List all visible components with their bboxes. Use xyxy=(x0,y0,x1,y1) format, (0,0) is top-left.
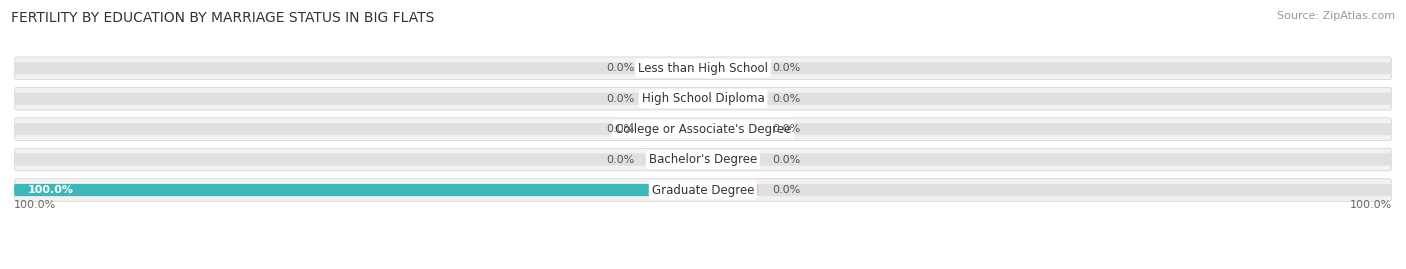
Text: Graduate Degree: Graduate Degree xyxy=(652,183,754,197)
FancyBboxPatch shape xyxy=(703,93,1392,105)
FancyBboxPatch shape xyxy=(703,154,1392,166)
FancyBboxPatch shape xyxy=(14,154,703,166)
Text: 0.0%: 0.0% xyxy=(606,94,634,104)
FancyBboxPatch shape xyxy=(14,123,703,135)
FancyBboxPatch shape xyxy=(648,62,703,74)
FancyBboxPatch shape xyxy=(14,184,703,196)
Text: College or Associate's Degree: College or Associate's Degree xyxy=(614,123,792,136)
FancyBboxPatch shape xyxy=(703,123,758,135)
Text: 0.0%: 0.0% xyxy=(772,94,800,104)
FancyBboxPatch shape xyxy=(14,148,1392,171)
Text: 0.0%: 0.0% xyxy=(772,63,800,73)
FancyBboxPatch shape xyxy=(703,154,758,166)
Text: 0.0%: 0.0% xyxy=(606,63,634,73)
FancyBboxPatch shape xyxy=(14,93,703,105)
Text: 0.0%: 0.0% xyxy=(606,124,634,134)
Text: 100.0%: 100.0% xyxy=(1350,200,1392,210)
Text: 0.0%: 0.0% xyxy=(772,155,800,165)
FancyBboxPatch shape xyxy=(14,57,1392,79)
Text: 100.0%: 100.0% xyxy=(14,200,56,210)
FancyBboxPatch shape xyxy=(703,62,758,74)
FancyBboxPatch shape xyxy=(14,179,1392,201)
Text: 0.0%: 0.0% xyxy=(772,124,800,134)
FancyBboxPatch shape xyxy=(703,123,1392,135)
FancyBboxPatch shape xyxy=(648,154,703,166)
Text: High School Diploma: High School Diploma xyxy=(641,92,765,105)
FancyBboxPatch shape xyxy=(703,184,1392,196)
FancyBboxPatch shape xyxy=(648,93,703,105)
Text: Less than High School: Less than High School xyxy=(638,62,768,75)
FancyBboxPatch shape xyxy=(14,62,703,74)
Text: 0.0%: 0.0% xyxy=(606,155,634,165)
FancyBboxPatch shape xyxy=(14,87,1392,110)
Legend: Married, Unmarried: Married, Unmarried xyxy=(620,264,786,269)
FancyBboxPatch shape xyxy=(14,118,1392,140)
FancyBboxPatch shape xyxy=(703,184,758,196)
Text: Source: ZipAtlas.com: Source: ZipAtlas.com xyxy=(1277,11,1395,21)
Text: FERTILITY BY EDUCATION BY MARRIAGE STATUS IN BIG FLATS: FERTILITY BY EDUCATION BY MARRIAGE STATU… xyxy=(11,11,434,25)
Text: 100.0%: 100.0% xyxy=(28,185,75,195)
Text: Bachelor's Degree: Bachelor's Degree xyxy=(650,153,756,166)
FancyBboxPatch shape xyxy=(14,184,703,196)
FancyBboxPatch shape xyxy=(648,123,703,135)
FancyBboxPatch shape xyxy=(703,93,758,105)
FancyBboxPatch shape xyxy=(703,62,1392,74)
Text: 0.0%: 0.0% xyxy=(772,185,800,195)
